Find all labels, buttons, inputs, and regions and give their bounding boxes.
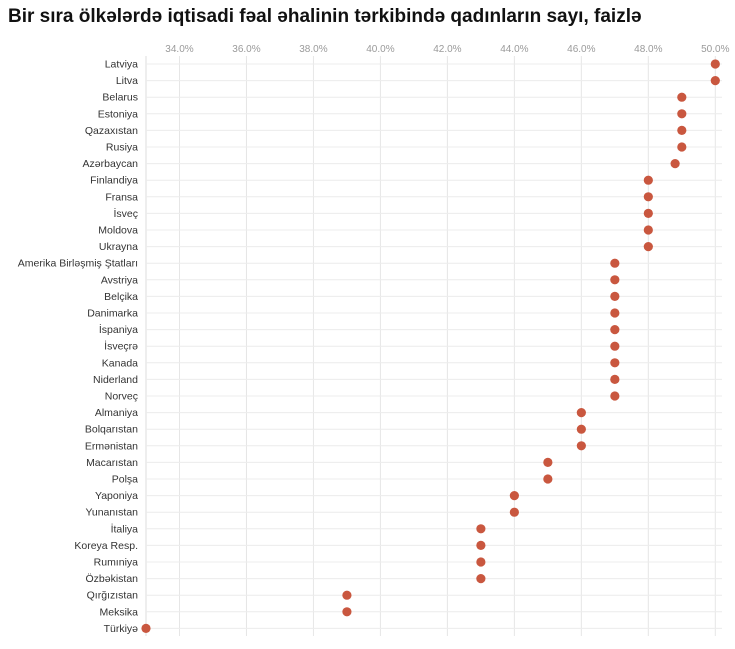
category-label: Rusiya xyxy=(106,142,138,154)
category-label: Belarus xyxy=(102,92,138,104)
x-axis-ticks: 34.0% 36.0% 38.0% 40.0% 42.0% 44.0% 46.0% 48.0%… xyxy=(165,44,729,55)
x-tick-label: 36.0% xyxy=(232,44,260,55)
category-label: Türkiyə xyxy=(104,623,139,635)
data-point xyxy=(476,557,486,567)
data-point xyxy=(643,175,653,185)
x-tick-label: 40.0% xyxy=(366,44,394,55)
data-point xyxy=(610,391,620,401)
category-label: İspaniya xyxy=(99,323,138,336)
category-label: Estoniya xyxy=(98,108,138,120)
category-label: Moldova xyxy=(98,225,138,237)
data-point xyxy=(643,208,653,218)
data-point xyxy=(476,540,486,551)
category-label: Litva xyxy=(116,75,138,87)
category-label: Ukrayna xyxy=(99,241,138,253)
category-label: Kanada xyxy=(102,357,138,369)
category-label: Niderland xyxy=(93,374,138,386)
category-label: Latviya xyxy=(105,59,138,71)
category-label: Özbəkistan xyxy=(85,573,138,585)
category-label: Bolqarıstan xyxy=(85,424,138,436)
data-point xyxy=(141,623,151,634)
data-point xyxy=(643,242,653,252)
data-point xyxy=(543,457,553,467)
category-label: Meksika xyxy=(99,606,138,618)
data-point xyxy=(576,441,586,451)
chart-title: Bir sıra ölkələrdə iqtisadi fəal əhalini… xyxy=(8,6,642,27)
data-point xyxy=(476,574,486,584)
category-label: Avstriya xyxy=(101,274,138,286)
category-label: İsveç xyxy=(113,207,138,220)
data-point xyxy=(610,341,620,351)
x-tick-label: 42.0% xyxy=(433,44,461,55)
category-label: Qazaxıstan xyxy=(85,125,138,137)
data-point xyxy=(610,358,620,368)
category-label: Danimarka xyxy=(87,308,138,320)
data-point xyxy=(610,291,620,301)
data-point xyxy=(677,109,687,119)
category-label: Finlandiya xyxy=(90,175,138,187)
category-label: Macarıstan xyxy=(86,457,138,469)
category-label: Belçika xyxy=(104,291,138,303)
gridlines xyxy=(145,56,722,636)
data-point xyxy=(643,225,653,235)
category-label: Ermənistan xyxy=(85,440,138,452)
data-point xyxy=(643,192,653,202)
data-point xyxy=(576,408,586,418)
x-tick-label: 38.0% xyxy=(299,44,327,55)
data-point xyxy=(670,159,680,169)
data-points xyxy=(141,59,720,634)
category-label: İtaliya xyxy=(111,522,139,535)
category-label: Koreya Resp. xyxy=(74,540,138,552)
data-point xyxy=(677,142,687,152)
data-point xyxy=(509,507,519,517)
category-label: Polşa xyxy=(112,474,138,486)
data-point xyxy=(710,76,720,86)
category-label: Almaniya xyxy=(95,407,138,419)
x-tick-label: 50.0% xyxy=(701,44,729,55)
data-point xyxy=(543,474,553,484)
x-tick-label: 46.0% xyxy=(567,44,595,55)
category-label: Rumıniya xyxy=(94,557,139,569)
category-label: Qırğızıstan xyxy=(87,590,139,602)
x-tick-label: 34.0% xyxy=(165,44,193,55)
category-label: Yunanıstan xyxy=(85,507,138,519)
category-labels: Latviya Litva Belarus Estoniya Qazaxıstan Rus… xyxy=(18,59,138,635)
data-point xyxy=(610,308,620,318)
data-point xyxy=(610,325,620,335)
data-point xyxy=(576,424,586,434)
data-point xyxy=(677,92,687,102)
data-point xyxy=(509,491,519,501)
category-label: İsveçrə xyxy=(104,340,138,353)
category-label: Fransa xyxy=(105,191,138,203)
data-point xyxy=(476,524,486,534)
data-point xyxy=(610,258,620,268)
category-label: Norveç xyxy=(105,391,138,403)
category-label: Azərbaycan xyxy=(83,158,139,170)
data-point xyxy=(610,374,620,384)
category-label: Yaponiya xyxy=(95,490,138,502)
x-tick-label: 48.0% xyxy=(634,44,662,55)
data-point xyxy=(342,590,352,600)
data-point xyxy=(342,607,352,617)
category-label: Amerika Birləşmiş Ştatları xyxy=(18,258,138,270)
x-tick-label: 44.0% xyxy=(500,44,528,55)
data-point xyxy=(677,125,687,135)
data-point xyxy=(710,59,720,69)
data-point xyxy=(610,275,620,285)
